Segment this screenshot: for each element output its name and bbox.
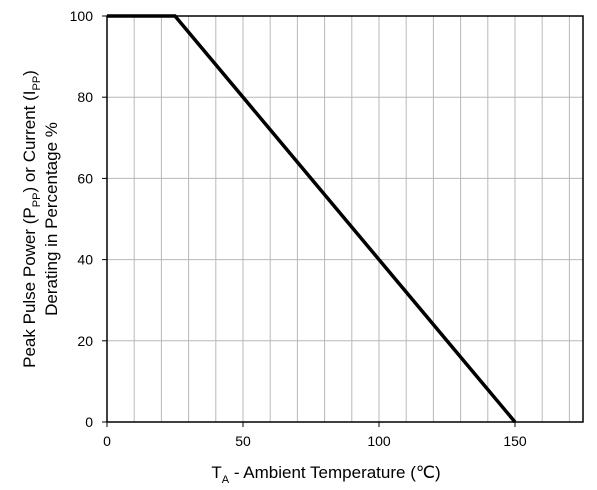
x-label-main: T: [211, 463, 221, 482]
y-label-line1-sub1: PP: [31, 193, 43, 208]
series-line: [107, 14, 517, 424]
y-tick-label: 0: [85, 414, 93, 430]
y-tick-label: 80: [77, 89, 93, 105]
x-label-rest: - Ambient Temperature (℃): [229, 463, 441, 482]
y-tick-label: 60: [77, 170, 93, 186]
y-label-line1: Peak Pulse Power (PPP) or Current (IPP): [20, 70, 43, 368]
y-tick-label: 40: [77, 252, 93, 268]
x-label-sub: A: [222, 474, 230, 486]
x-tick-label: 0: [103, 433, 111, 449]
tick-layer: 0 50 100 150 0 20 40 60 80 100: [70, 8, 527, 449]
plot-frame: [106, 15, 584, 423]
y-axis-label: Peak Pulse Power (PPP) or Current (IPP) …: [20, 70, 61, 368]
y-label-line2: Derating in Percentage %: [42, 122, 61, 316]
y-label-line1-sub2: PP: [31, 76, 43, 91]
y-tick-label: 100: [70, 8, 94, 24]
y-label-line1-end: ): [20, 70, 39, 76]
x-tick-label: 50: [235, 433, 251, 449]
y-tick-label: 20: [77, 333, 93, 349]
x-axis-label: TA - Ambient Temperature (℃): [211, 463, 440, 486]
x-tick-label: 100: [367, 433, 391, 449]
y-label-line1-main: Peak Pulse Power (P: [20, 207, 39, 368]
series-layer: [107, 14, 517, 424]
x-tick-label: 150: [503, 433, 527, 449]
y-label-line1-mid: ) or Current (I: [20, 91, 39, 193]
